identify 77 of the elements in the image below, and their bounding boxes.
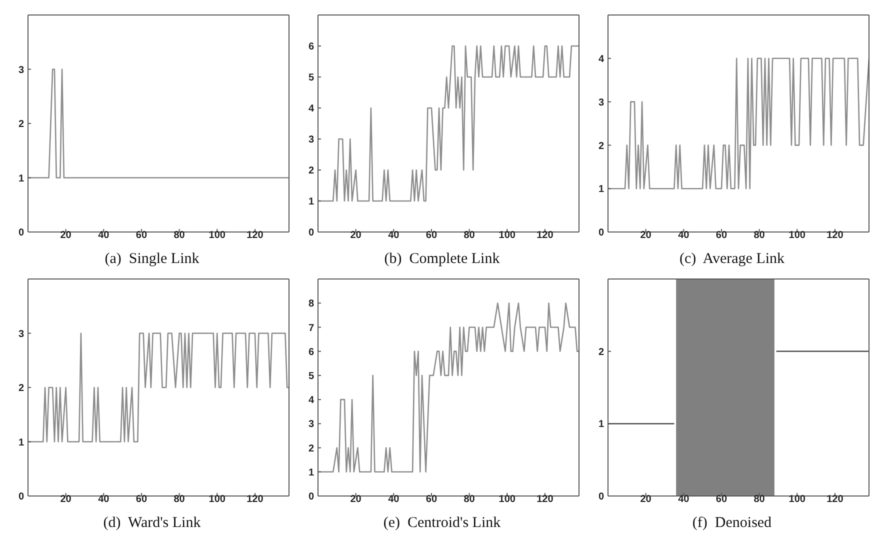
y-tick-label: 0 bbox=[18, 492, 24, 503]
x-tick-label: 100 bbox=[498, 494, 516, 506]
y-tick-label: 0 bbox=[18, 228, 24, 239]
x-tick-label: 120 bbox=[826, 230, 844, 242]
x-tick-label: 80 bbox=[464, 494, 476, 506]
x-tick-label: 80 bbox=[174, 230, 186, 242]
y-tick-label: 3 bbox=[18, 328, 24, 340]
line-series bbox=[318, 302, 579, 473]
x-tick-label: 60 bbox=[426, 230, 438, 242]
y-tick-label: 3 bbox=[308, 134, 314, 146]
y-tick-label: 3 bbox=[598, 97, 604, 108]
y-tick-label: 3 bbox=[18, 64, 24, 76]
text: (c) Average Link bbox=[679, 251, 785, 268]
text: (a) Single Link bbox=[104, 251, 200, 268]
x-tick-label: 100 bbox=[208, 494, 226, 506]
x-tick-label: 120 bbox=[246, 230, 264, 242]
y-tick-label: 2 bbox=[308, 166, 314, 177]
y-tick-label: 1 bbox=[18, 173, 24, 184]
x-tick-label: 20 bbox=[60, 494, 72, 506]
x-tick-label: 120 bbox=[536, 230, 554, 242]
text: (d) Ward's Link bbox=[103, 515, 201, 532]
x-tick-label: 120 bbox=[246, 494, 264, 506]
y-tick-label: 4 bbox=[308, 395, 314, 406]
x-tick-label: 20 bbox=[350, 230, 362, 242]
text: (f) Denoised bbox=[692, 515, 772, 532]
x-tick-label: 20 bbox=[60, 230, 72, 242]
y-tick-label: 1 bbox=[598, 184, 604, 196]
y-tick-label: 1 bbox=[308, 467, 314, 478]
text: (b) Complete Link bbox=[384, 251, 500, 268]
x-tick-label: 100 bbox=[498, 230, 516, 242]
x-tick-label: 60 bbox=[426, 494, 438, 506]
y-tick-label: 1 bbox=[598, 419, 604, 430]
y-tick-label: 6 bbox=[308, 42, 314, 53]
x-tick-label: 20 bbox=[640, 230, 652, 242]
y-tick-label: 0 bbox=[598, 492, 604, 503]
x-tick-label: 120 bbox=[536, 494, 554, 506]
y-tick-label: 6 bbox=[308, 346, 314, 358]
x-tick-label: 40 bbox=[98, 230, 110, 242]
y-tick-label: 5 bbox=[308, 72, 314, 84]
x-tick-label: 80 bbox=[754, 230, 766, 242]
y-tick-label: 1 bbox=[18, 437, 24, 448]
x-tick-label: 100 bbox=[788, 494, 806, 506]
y-tick-label: 3 bbox=[308, 419, 314, 430]
y-tick-label: 8 bbox=[308, 298, 314, 310]
y-tick-label: 2 bbox=[598, 346, 604, 358]
x-tick-label: 60 bbox=[136, 230, 148, 242]
x-tick-label: 80 bbox=[174, 494, 186, 506]
y-tick-label: 0 bbox=[598, 228, 604, 239]
x-tick-label: 20 bbox=[350, 494, 362, 506]
y-tick-label: 2 bbox=[598, 140, 604, 152]
y-tick-label: 0 bbox=[308, 492, 314, 503]
y-tick-label: 2 bbox=[18, 383, 24, 394]
y-tick-label: 0 bbox=[308, 228, 314, 239]
x-tick-label: 20 bbox=[640, 494, 652, 506]
line-series bbox=[318, 45, 579, 202]
x-tick-label: 40 bbox=[98, 494, 110, 506]
x-tick-label: 60 bbox=[716, 230, 728, 242]
x-tick-label: 100 bbox=[208, 230, 226, 242]
y-tick-label: 2 bbox=[308, 443, 314, 454]
x-tick-label: 40 bbox=[388, 494, 400, 506]
x-tick-label: 80 bbox=[464, 230, 476, 242]
y-tick-label: 2 bbox=[18, 119, 24, 130]
x-tick-label: 100 bbox=[788, 230, 806, 242]
x-tick-label: 120 bbox=[826, 494, 844, 506]
x-tick-label: 80 bbox=[754, 494, 766, 506]
text: (e) Centroid's Link bbox=[383, 515, 501, 532]
x-tick-label: 40 bbox=[388, 230, 400, 242]
y-tick-label: 5 bbox=[308, 370, 314, 382]
y-tick-label: 4 bbox=[598, 54, 604, 65]
y-tick-label: 4 bbox=[308, 104, 314, 115]
y-tick-label: 7 bbox=[308, 322, 314, 334]
x-tick-label: 60 bbox=[716, 494, 728, 506]
x-tick-label: 60 bbox=[136, 494, 148, 506]
x-tick-label: 40 bbox=[678, 494, 690, 506]
x-tick-label: 40 bbox=[678, 230, 690, 242]
line-series bbox=[608, 58, 869, 190]
y-tick-label: 1 bbox=[308, 196, 314, 208]
